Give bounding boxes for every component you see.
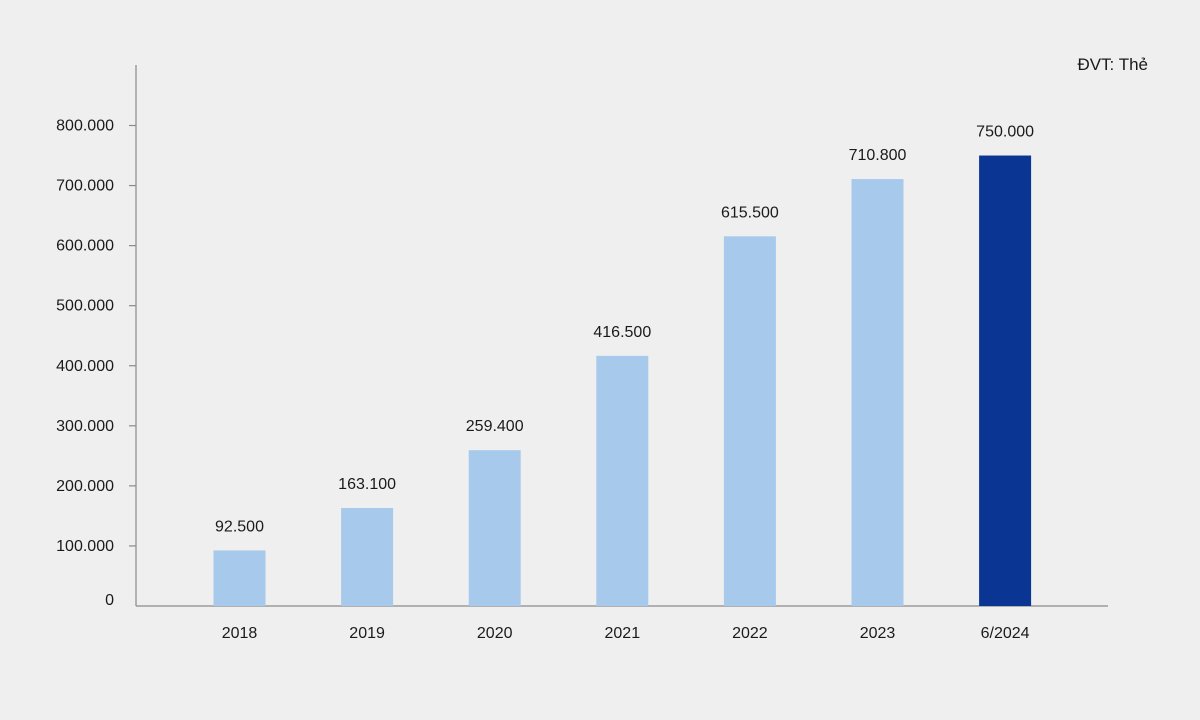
bar-value-label: 92.500: [215, 518, 264, 535]
x-tick-label: 2021: [605, 625, 641, 642]
y-axis-ticks: 0 100.000 200.000 300.000 400.000 500.000 600.…: [56, 118, 136, 609]
bar-value-label: 615.500: [721, 204, 779, 221]
bar: [468, 450, 521, 606]
y-tick-label: 0: [105, 592, 114, 609]
x-axis-labels: 2018 2019 2020 2021 2022 2023 6/2024: [222, 625, 1030, 642]
y-tick-label: 100.000: [56, 538, 114, 555]
bar: [341, 508, 394, 606]
bar: [723, 236, 776, 606]
data-labels: 92.500 163.100 259.400 416.500 615.500 710.80…: [215, 124, 1034, 536]
bar-highlight: [979, 155, 1032, 606]
bar: [213, 550, 266, 606]
bar: [596, 355, 649, 606]
bar-value-label: 163.100: [338, 476, 396, 493]
x-tick-label: 2018: [222, 625, 258, 642]
y-tick-label: 700.000: [56, 178, 114, 195]
bar-value-label: 416.500: [593, 324, 651, 341]
bar-value-label: 750.000: [976, 124, 1034, 141]
x-tick-label: 6/2024: [981, 625, 1030, 642]
y-tick-label: 300.000: [56, 418, 114, 435]
unit-label: ĐVT: Thẻ: [1077, 55, 1148, 74]
bar: [851, 179, 904, 606]
y-tick-label: 500.000: [56, 298, 114, 315]
y-tick-label: 800.000: [56, 118, 114, 135]
bar-value-label: 710.800: [849, 147, 907, 164]
y-tick-label: 200.000: [56, 478, 114, 495]
bar-series: [213, 155, 1032, 606]
x-tick-label: 2020: [477, 625, 513, 642]
x-tick-label: 2022: [732, 625, 768, 642]
y-tick-label: 400.000: [56, 358, 114, 375]
x-tick-label: 2019: [349, 625, 385, 642]
bar-value-label: 259.400: [466, 418, 524, 435]
x-tick-label: 2023: [860, 625, 896, 642]
y-tick-label: 600.000: [56, 238, 114, 255]
